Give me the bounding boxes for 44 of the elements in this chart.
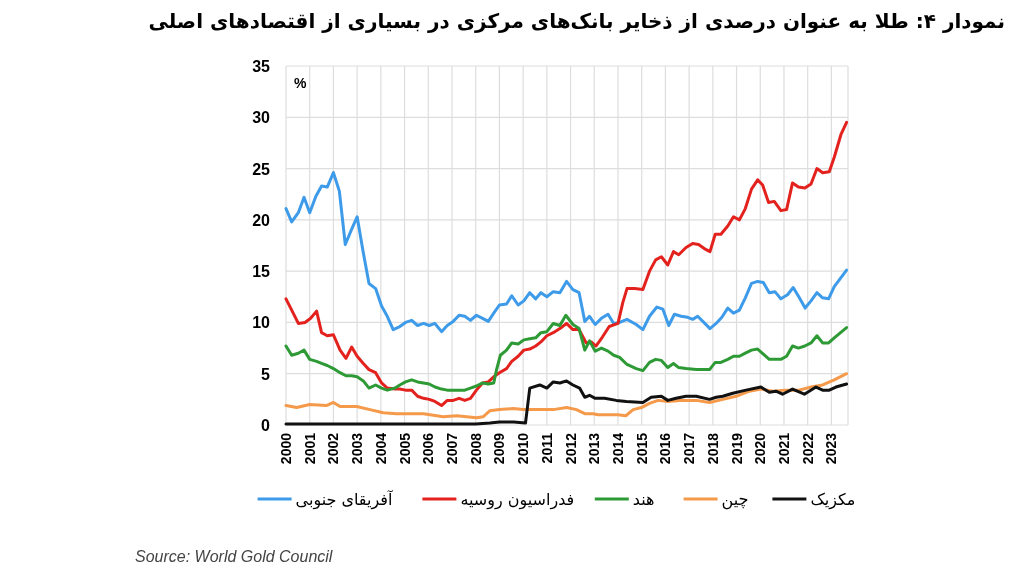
y-tick-label: 10 — [252, 314, 271, 332]
y-tick-label: 0 — [261, 417, 271, 434]
x-tick-label: 2012 — [562, 432, 579, 465]
legend-label: مکزیک — [810, 490, 856, 510]
x-tick-label: 2007 — [443, 432, 460, 465]
legend-label: فدراسیون روسیه — [460, 490, 575, 510]
line-series — [284, 171, 849, 334]
x-tick-label: 2008 — [467, 432, 484, 465]
x-tick-label: 2011 — [538, 432, 555, 464]
x-tick-label: 2021 — [775, 432, 792, 465]
x-tick-label: 2004 — [372, 432, 389, 465]
x-tick-label: 2020 — [752, 432, 769, 465]
y-tick-label: 25 — [252, 160, 271, 178]
x-tick-label: 2022 — [799, 432, 816, 465]
x-tick-label: 2018 — [704, 432, 721, 465]
x-tick-label: 2010 — [515, 432, 532, 465]
y-tick-label: 20 — [252, 211, 271, 229]
x-tick-label: 2014 — [609, 432, 626, 465]
y-tick-label: 5 — [261, 365, 271, 383]
x-tick-label: 2015 — [633, 432, 650, 465]
x-tick-label: 2005 — [396, 432, 413, 465]
y-axis-title: % — [294, 75, 307, 91]
chart-title: نمودار ۴: طلا به عنوان درصدی از ذخایر بانک‌های مرکزی در بسیاری از اقتصادهای اصلی — [148, 9, 1005, 33]
x-tick-label: 2023 — [823, 432, 840, 465]
legend-label: هند — [632, 490, 655, 509]
x-tick-label: 2013 — [586, 432, 603, 465]
y-tick-label: 35 — [252, 58, 271, 75]
x-tick-label: 2003 — [349, 432, 366, 465]
line-series — [284, 372, 849, 420]
x-tick-label: 2019 — [728, 432, 745, 465]
x-tick-label: 2002 — [325, 432, 342, 465]
line-series — [284, 120, 849, 408]
source-note: Source: World Gold Council — [135, 548, 333, 565]
x-tick-label: 2000 — [278, 432, 294, 465]
x-tick-label: 2006 — [420, 432, 437, 465]
x-tick-label: 2016 — [657, 432, 674, 465]
legend-label: چین — [721, 490, 749, 510]
y-tick-label: 30 — [252, 109, 271, 127]
line-series — [284, 313, 849, 392]
x-tick-label: 2001 — [301, 432, 318, 465]
x-tick-label: 2017 — [681, 432, 698, 465]
x-tick-label: 2009 — [491, 432, 508, 465]
legend-label: آفریقای جنوبی — [295, 490, 394, 510]
y-tick-label: 15 — [252, 263, 271, 281]
